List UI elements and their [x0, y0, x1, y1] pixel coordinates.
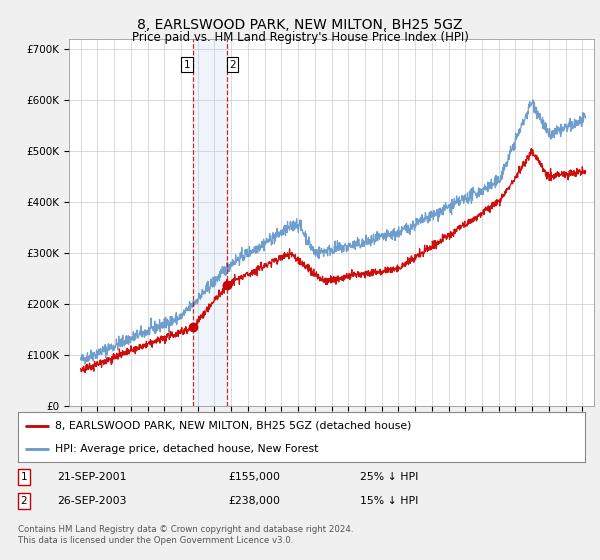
Bar — [193, 39, 227, 406]
Text: 1: 1 — [184, 60, 191, 69]
Text: 1: 1 — [20, 472, 28, 482]
Text: Price paid vs. HM Land Registry's House Price Index (HPI): Price paid vs. HM Land Registry's House … — [131, 31, 469, 44]
Text: 15% ↓ HPI: 15% ↓ HPI — [360, 496, 418, 506]
Text: HPI: Average price, detached house, New Forest: HPI: Average price, detached house, New … — [55, 445, 318, 454]
Text: Contains HM Land Registry data © Crown copyright and database right 2024.
This d: Contains HM Land Registry data © Crown c… — [18, 525, 353, 545]
Text: 8, EARLSWOOD PARK, NEW MILTON, BH25 5GZ: 8, EARLSWOOD PARK, NEW MILTON, BH25 5GZ — [137, 18, 463, 32]
Text: 8, EARLSWOOD PARK, NEW MILTON, BH25 5GZ (detached house): 8, EARLSWOOD PARK, NEW MILTON, BH25 5GZ … — [55, 421, 411, 431]
Text: £238,000: £238,000 — [228, 496, 280, 506]
Text: 25% ↓ HPI: 25% ↓ HPI — [360, 472, 418, 482]
Text: 2: 2 — [20, 496, 28, 506]
Text: £155,000: £155,000 — [228, 472, 280, 482]
Text: 26-SEP-2003: 26-SEP-2003 — [57, 496, 127, 506]
Text: 2: 2 — [229, 60, 236, 69]
Text: 21-SEP-2001: 21-SEP-2001 — [57, 472, 127, 482]
